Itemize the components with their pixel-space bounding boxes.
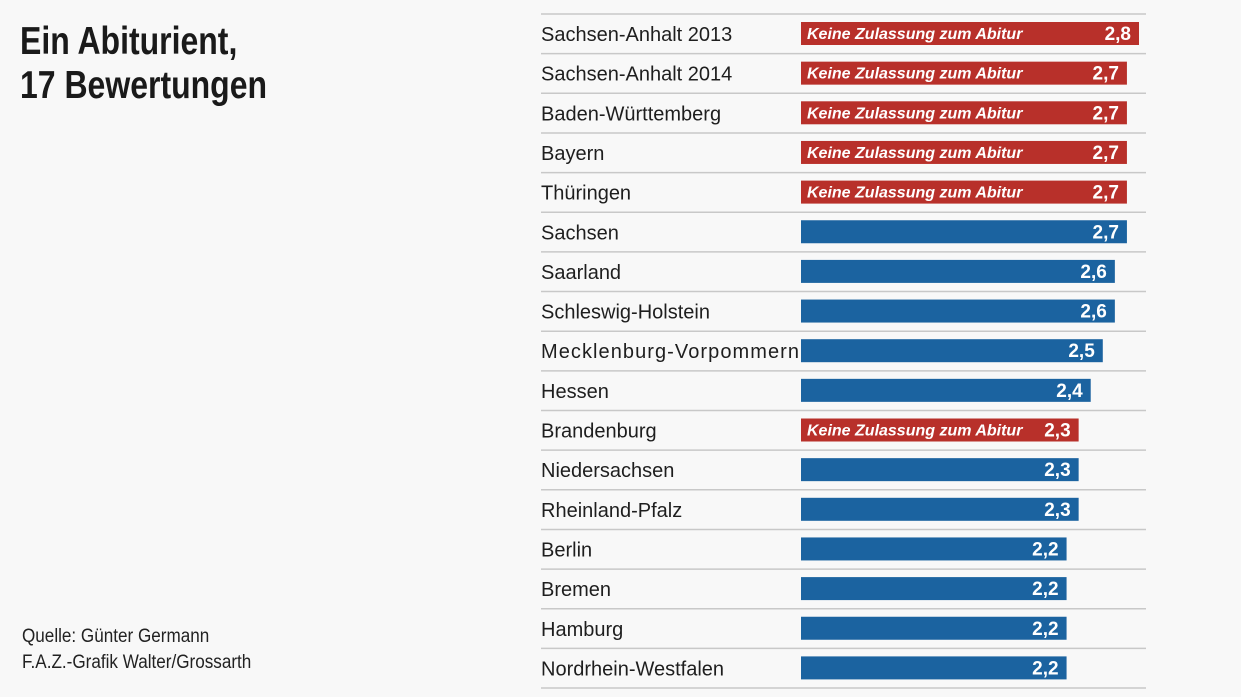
no-admission-label: Keine Zulassung zum Abitur [807,185,1023,202]
value-label: 2,7 [1093,64,1119,85]
value-label: 2,2 [1032,539,1058,560]
bar [801,616,1067,640]
category-label: Thüringen [541,183,631,205]
credit-text: F.A.Z.-Grafik Walter/Grossarth [22,652,252,673]
value-label: 2,3 [1044,421,1070,442]
bar [801,140,1127,164]
title-line-2: 17 Bewertungen [20,64,268,107]
value-label: 2,7 [1093,143,1119,164]
bar [801,61,1127,85]
value-label: 2,2 [1032,579,1058,600]
value-label: 2,4 [1056,381,1083,402]
bar [801,101,1127,125]
category-label: Sachsen [541,222,619,244]
value-label: 2,7 [1093,183,1119,204]
source-text: Quelle: Günter Germann [22,626,210,647]
category-label: Brandenburg [541,421,657,443]
value-label: 2,6 [1080,302,1106,323]
category-label: Hamburg [541,619,623,641]
bar [801,458,1079,482]
value-label: 2,3 [1044,500,1070,521]
value-label: 2,7 [1093,103,1119,124]
no-admission-label: Keine Zulassung zum Abitur [807,145,1023,162]
category-label: Bayern [541,143,604,165]
category-label: Bremen [541,579,611,601]
category-label: Berlin [541,539,592,561]
value-label: 2,2 [1032,619,1058,640]
value-label: 2,5 [1068,341,1095,362]
category-label: Sachsen-Anhalt 2013 [541,24,732,46]
category-label: Baden-Württemberg [541,103,721,125]
source-block: Quelle: Günter Germann F.A.Z.-Grafik Wal… [22,624,251,676]
value-label: 2,7 [1093,222,1119,243]
bar [801,22,1139,45]
category-label: Saarland [541,262,621,284]
bar [801,577,1067,601]
bar [801,259,1115,283]
bar [801,418,1079,442]
category-label: Niedersachsen [541,460,674,482]
category-label: Nordrhein-Westfalen [541,658,724,680]
no-admission-label: Keine Zulassung zum Abitur [807,105,1023,122]
no-admission-label: Keine Zulassung zum Abitur [807,66,1023,83]
title-line-1: Ein Abiturient, [20,20,238,63]
chart-title: Ein Abiturient, 17 Bewertungen [20,20,267,108]
value-label: 2,3 [1044,460,1070,481]
bar [801,537,1067,561]
no-admission-label: Keine Zulassung zum Abitur [807,423,1023,440]
bar [801,299,1115,323]
value-label: 2,8 [1105,24,1131,45]
value-label: 2,2 [1032,658,1058,679]
category-label: Hessen [541,381,609,403]
category-label: Sachsen-Anhalt 2014 [541,64,732,86]
no-admission-label: Keine Zulassung zum Abitur [807,26,1023,43]
bar [801,656,1067,680]
value-label: 2,6 [1080,262,1106,283]
category-label: Mecklenburg-Vorpommern [541,341,799,363]
bar [801,378,1091,402]
bar [801,497,1079,521]
bar [801,180,1127,204]
category-label: Schleswig-Holstein [541,302,710,324]
bar [801,220,1127,244]
category-label: Rheinland-Pfalz [541,500,682,522]
bar [801,339,1103,363]
